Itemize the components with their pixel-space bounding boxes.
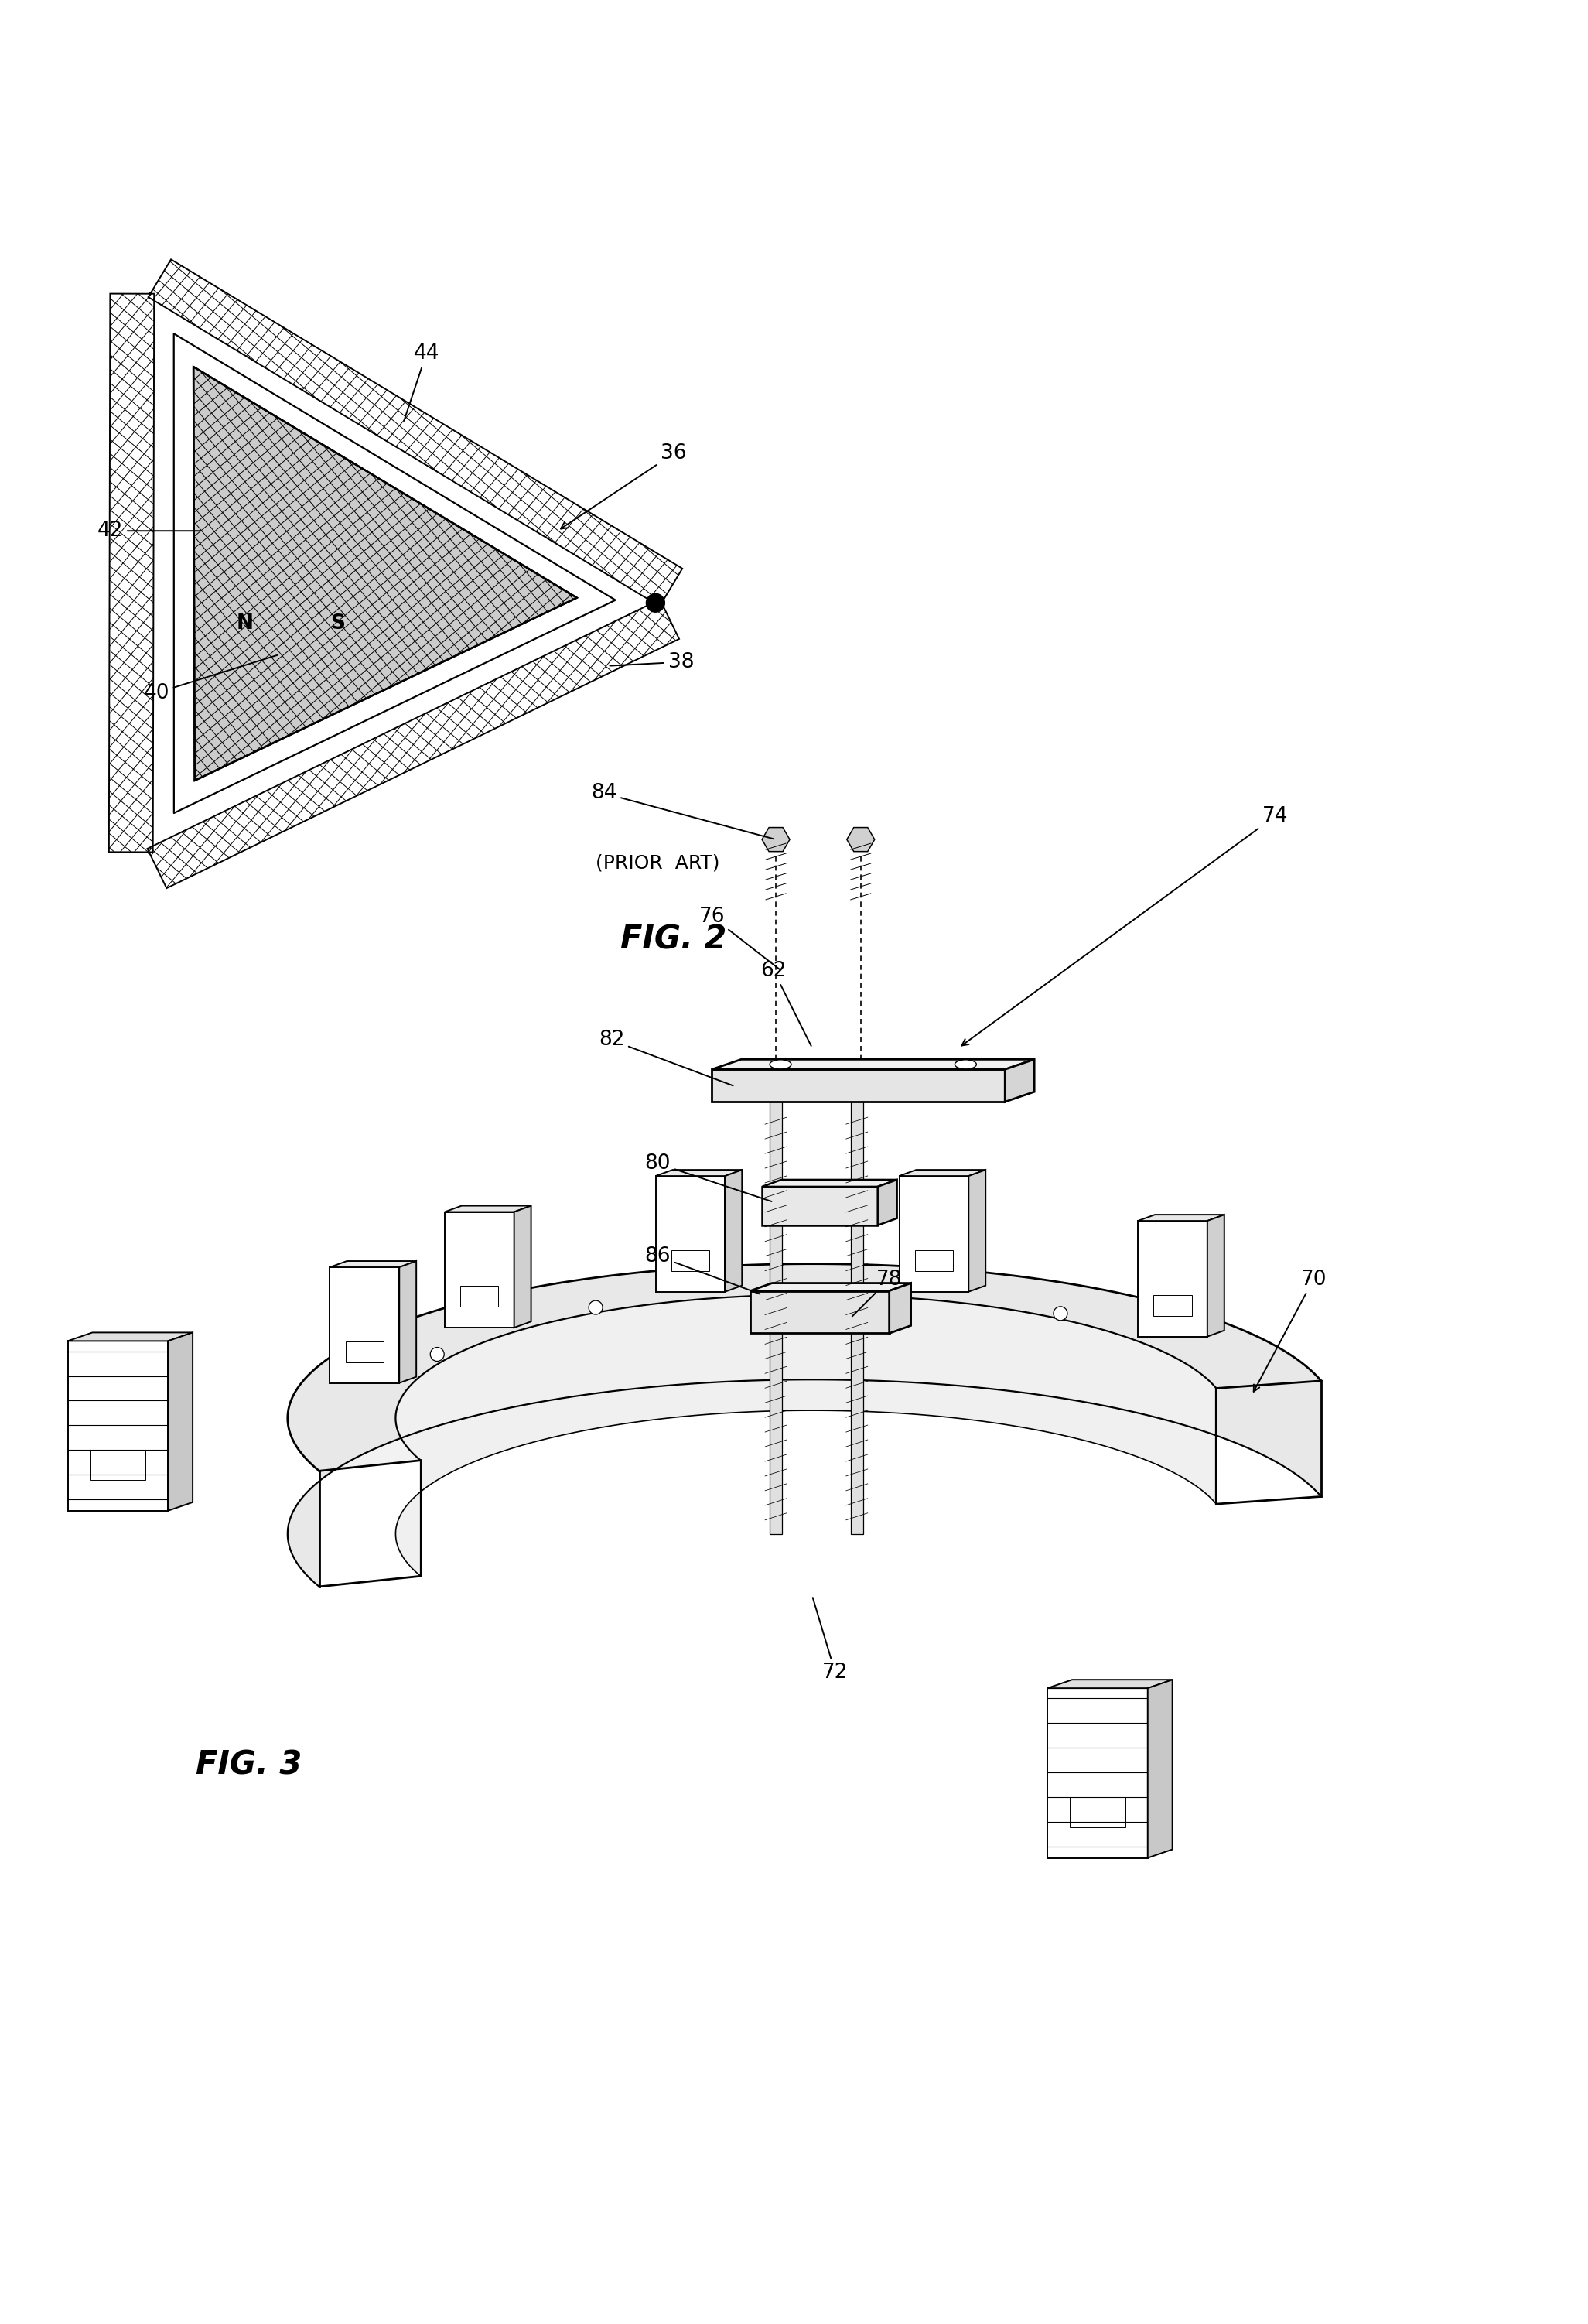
- Text: 80: 80: [645, 1153, 772, 1202]
- Polygon shape: [1148, 1680, 1172, 1857]
- Text: 84: 84: [591, 783, 773, 839]
- Text: 74: 74: [962, 806, 1288, 1046]
- Polygon shape: [1207, 1215, 1224, 1336]
- Polygon shape: [762, 827, 789, 851]
- Bar: [672, 1250, 710, 1271]
- Polygon shape: [445, 1211, 515, 1327]
- Polygon shape: [173, 335, 616, 813]
- Circle shape: [646, 593, 665, 611]
- Text: 38: 38: [610, 653, 694, 672]
- Bar: [915, 1250, 953, 1271]
- Polygon shape: [889, 1283, 912, 1334]
- Polygon shape: [1139, 1220, 1207, 1336]
- Text: 62: 62: [761, 960, 811, 1046]
- Bar: [770, 1102, 781, 1534]
- Bar: [1153, 1294, 1191, 1315]
- Polygon shape: [287, 1264, 1321, 1587]
- Text: 40: 40: [143, 655, 278, 702]
- Text: 72: 72: [813, 1597, 848, 1683]
- Polygon shape: [515, 1206, 530, 1327]
- Polygon shape: [68, 1341, 168, 1511]
- Polygon shape: [395, 1294, 1216, 1576]
- Polygon shape: [110, 293, 154, 853]
- Polygon shape: [878, 1181, 897, 1225]
- Polygon shape: [148, 260, 683, 607]
- Polygon shape: [762, 1181, 897, 1188]
- Bar: [1070, 1796, 1126, 1827]
- Polygon shape: [656, 1169, 742, 1176]
- Text: N: N: [237, 614, 254, 634]
- Ellipse shape: [770, 1060, 791, 1069]
- Polygon shape: [1139, 1215, 1224, 1220]
- Ellipse shape: [954, 1060, 977, 1069]
- Polygon shape: [899, 1176, 969, 1292]
- Text: FIG. 3: FIG. 3: [195, 1750, 302, 1783]
- Polygon shape: [751, 1283, 912, 1290]
- Text: 44: 44: [403, 344, 440, 421]
- Text: 76: 76: [699, 906, 780, 969]
- Polygon shape: [168, 1332, 192, 1511]
- Polygon shape: [726, 1169, 742, 1292]
- Polygon shape: [711, 1069, 1005, 1102]
- Polygon shape: [1048, 1680, 1172, 1687]
- Polygon shape: [149, 293, 662, 853]
- Text: 70: 70: [1253, 1269, 1326, 1392]
- Polygon shape: [330, 1262, 416, 1267]
- Polygon shape: [711, 1060, 1034, 1069]
- Circle shape: [589, 1301, 602, 1315]
- Polygon shape: [751, 1290, 889, 1334]
- Bar: [461, 1285, 499, 1306]
- Text: 42: 42: [97, 521, 200, 541]
- Polygon shape: [287, 1264, 1321, 1471]
- Polygon shape: [846, 827, 875, 851]
- Polygon shape: [656, 1176, 726, 1292]
- Polygon shape: [445, 1206, 530, 1211]
- Bar: [346, 1341, 384, 1362]
- Bar: [91, 1450, 146, 1480]
- Text: 36: 36: [561, 444, 686, 530]
- Polygon shape: [969, 1169, 986, 1292]
- Text: S: S: [330, 614, 345, 634]
- Polygon shape: [148, 600, 680, 888]
- Polygon shape: [194, 367, 576, 781]
- Polygon shape: [762, 1188, 878, 1225]
- Polygon shape: [1048, 1687, 1148, 1857]
- Text: 78: 78: [853, 1269, 902, 1315]
- Polygon shape: [330, 1267, 399, 1383]
- Polygon shape: [68, 1332, 192, 1341]
- Circle shape: [805, 1283, 819, 1297]
- Polygon shape: [399, 1262, 416, 1383]
- Text: 86: 86: [645, 1246, 761, 1294]
- Text: (PRIOR  ART): (PRIOR ART): [596, 853, 719, 872]
- Text: 82: 82: [599, 1030, 734, 1085]
- Polygon shape: [899, 1169, 986, 1176]
- Bar: [851, 1102, 862, 1534]
- Circle shape: [1053, 1306, 1067, 1320]
- Text: FIG. 2: FIG. 2: [621, 923, 726, 955]
- Circle shape: [430, 1348, 445, 1362]
- Polygon shape: [1005, 1060, 1034, 1102]
